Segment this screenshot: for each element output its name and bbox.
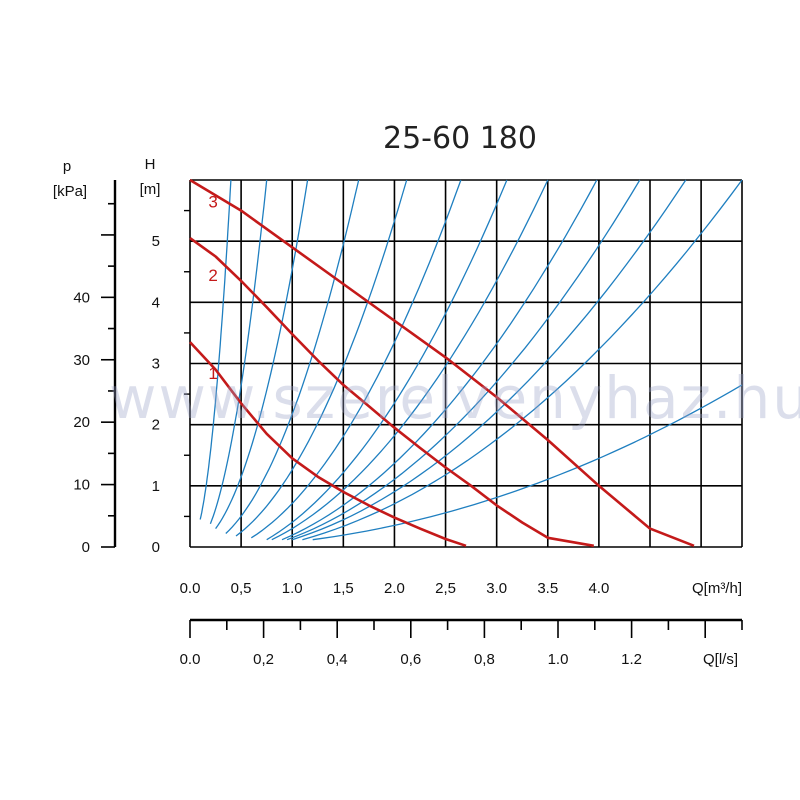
q-ls-tick-label: 0,4 bbox=[327, 651, 348, 668]
system-curve bbox=[312, 384, 743, 541]
q-ls-tick-label: 0,2 bbox=[253, 651, 274, 668]
q-m3h-tick-label: 2,5 bbox=[435, 580, 456, 597]
h-tick-label: 2 bbox=[152, 417, 160, 434]
q-ls-tick-label: 0,8 bbox=[474, 651, 495, 668]
pump-curve-3 bbox=[189, 178, 695, 548]
system-curve bbox=[250, 179, 462, 539]
system-curve bbox=[271, 179, 549, 541]
axes: 0 1 2 3 4 5 0 10 20 30 40 0.0 0,5 1.0 1,5 2.0 2,5 3.0 3.5 4… bbox=[73, 180, 743, 668]
q-ls-tick-label: 1.0 bbox=[548, 651, 569, 668]
pump-curve-label-3: 3 bbox=[208, 193, 217, 212]
q-m3h-tick-label: 3.0 bbox=[486, 580, 507, 597]
p-tick-label: 10 bbox=[73, 477, 90, 494]
h-tick-label: 3 bbox=[152, 356, 160, 373]
system-curve bbox=[291, 179, 687, 541]
p-tick-label: 0 bbox=[82, 539, 90, 556]
p-axis-symbol: p bbox=[63, 158, 71, 175]
q-m3h-tick-label: 4.0 bbox=[588, 580, 609, 597]
h-tick-label: 4 bbox=[152, 294, 160, 311]
q-m3h-tick-label: 1.0 bbox=[282, 580, 303, 597]
q-ls-axis-label: Q[l/s] bbox=[703, 651, 738, 668]
system-curve bbox=[235, 179, 408, 537]
h-tick-label: 0 bbox=[152, 539, 160, 556]
p-tick-label: 20 bbox=[73, 414, 90, 431]
pump-curves: 1 2 3 bbox=[189, 178, 695, 548]
p-axis-unit: [kPa] bbox=[53, 183, 87, 200]
h-tick-label: 5 bbox=[152, 233, 160, 250]
q-m3h-tick-label: 2.0 bbox=[384, 580, 405, 597]
q-m3h-tick-label: 3.5 bbox=[537, 580, 558, 597]
q-m3h-tick-label: 0.0 bbox=[180, 580, 201, 597]
q-m3h-axis-label: Q[m³/h] bbox=[692, 580, 742, 597]
q-ls-tick-label: 0,6 bbox=[400, 651, 421, 668]
chart-title: 25-60 180 bbox=[383, 121, 537, 156]
h-axis-symbol: H bbox=[145, 156, 156, 173]
p-tick-label: 30 bbox=[73, 352, 90, 369]
pump-curve-label-2: 2 bbox=[208, 266, 217, 285]
pump-curve-label-1: 1 bbox=[208, 364, 217, 383]
q-m3h-tick-label: 1,5 bbox=[333, 580, 354, 597]
pump-curve-2 bbox=[189, 237, 595, 548]
q-m3h-tick-label: 0,5 bbox=[231, 580, 252, 597]
watermark: www.szerelvenyhaz.hu bbox=[109, 364, 800, 432]
system-curve bbox=[225, 179, 360, 534]
system-curve bbox=[281, 179, 598, 541]
q-ls-tick-label: 1.2 bbox=[621, 651, 642, 668]
h-axis-unit: [m] bbox=[140, 181, 161, 198]
h-tick-label: 1 bbox=[152, 478, 160, 495]
p-tick-label: 40 bbox=[73, 289, 90, 306]
system-curve bbox=[215, 179, 309, 529]
system-curve bbox=[286, 179, 641, 541]
system-curve bbox=[266, 179, 508, 541]
pump-curve-1 bbox=[189, 341, 467, 548]
q-ls-tick-label: 0.0 bbox=[180, 651, 201, 668]
system-curve bbox=[209, 179, 268, 525]
